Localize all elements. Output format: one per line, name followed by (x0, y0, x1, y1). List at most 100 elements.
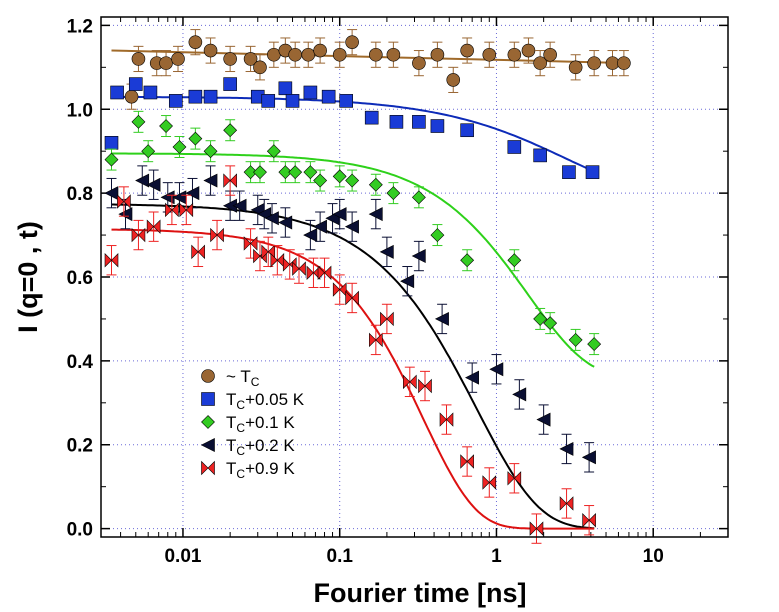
legend-label-subscript: C (236, 444, 245, 458)
data-point (278, 81, 293, 96)
data-point (210, 227, 224, 243)
data-point (568, 332, 583, 347)
data-point (345, 290, 359, 306)
data-point (188, 89, 203, 104)
tick-labels: 0.01 0.1 1 10 0.0 0.2 0.4 0.6 0.8 1.0 1.2 (67, 16, 664, 567)
y-axis-title: I (q=0 , t) (13, 221, 43, 333)
legend-label: TC+0.1 K (226, 413, 295, 435)
data-point (369, 332, 383, 348)
data-point (585, 165, 600, 179)
data-point (465, 370, 479, 385)
data-point (110, 85, 124, 100)
legend-label-prefix: T (226, 436, 236, 455)
data-point (332, 207, 347, 222)
data-point (587, 337, 602, 352)
data-point (203, 89, 218, 104)
data-point (617, 56, 631, 70)
data-point (430, 119, 445, 133)
axis-ticks (101, 17, 728, 537)
data-point (582, 513, 596, 528)
data-point (303, 228, 318, 243)
legend-marker (201, 369, 215, 383)
data-point (507, 47, 522, 62)
data-point (171, 52, 185, 66)
data-point (253, 165, 267, 180)
x-axis-title: Fourier time [ns] (313, 578, 526, 608)
data-point (403, 374, 417, 390)
data-point (266, 144, 281, 159)
data-point (253, 60, 267, 75)
data-point (430, 228, 445, 242)
data-point (135, 173, 150, 188)
data-point (172, 140, 187, 154)
data-point (412, 56, 426, 70)
y-tick-label: 1.0 (67, 100, 93, 121)
series-group (124, 29, 631, 110)
data-point (434, 311, 449, 326)
data-point (104, 136, 119, 150)
data-point (188, 131, 203, 146)
data-point (124, 89, 139, 104)
data-point (439, 412, 454, 427)
data-point (128, 77, 143, 91)
x-tick-label: 10 (643, 546, 664, 567)
data-point (267, 47, 281, 62)
data-point (313, 173, 328, 188)
data-point (165, 202, 179, 218)
data-point (562, 165, 576, 179)
data-point (507, 140, 522, 154)
data-point (312, 219, 327, 234)
data-point (559, 496, 574, 511)
series-group (104, 165, 596, 544)
data-point (521, 43, 536, 58)
data-point (118, 207, 133, 222)
data-point (400, 274, 415, 289)
legend-label-prefix: ~ T (226, 367, 251, 386)
data-point (303, 165, 318, 180)
data-point (104, 253, 119, 268)
data-point (536, 412, 551, 427)
data-point (243, 165, 258, 180)
data-point (332, 169, 347, 184)
data-point (223, 52, 237, 66)
data-point (364, 110, 379, 125)
data-point (533, 312, 548, 326)
data-point (278, 215, 293, 230)
data-point (104, 152, 119, 167)
data-point (141, 144, 156, 159)
data-point (168, 94, 183, 108)
fit-curve (111, 152, 595, 368)
data-point (264, 211, 279, 226)
data-point (380, 311, 394, 327)
series-group (104, 165, 596, 473)
x-tick-label: 0.1 (327, 546, 354, 567)
data-point (507, 471, 522, 486)
data-point (460, 454, 474, 469)
data-point (512, 387, 527, 402)
plot-frame (100, 16, 729, 538)
data-point (430, 47, 445, 62)
data-point (412, 115, 426, 129)
data-point (203, 43, 218, 58)
legend-label-suffix: +0.2 K (245, 436, 295, 455)
data-point (460, 253, 475, 268)
data-point (143, 85, 158, 100)
data-point (321, 89, 336, 104)
legend-label-subscript: C (236, 398, 245, 412)
data-point (460, 123, 474, 138)
data-point (159, 119, 173, 133)
data-point (203, 144, 218, 159)
data-point (587, 56, 601, 70)
series-group (104, 77, 600, 179)
legend-label-prefix: T (226, 390, 236, 409)
data-point (223, 123, 238, 138)
data-point (605, 56, 620, 70)
data-point (188, 35, 203, 49)
data-point (288, 47, 302, 62)
data-point (131, 114, 146, 129)
data-point (460, 43, 474, 58)
data-point (131, 227, 146, 243)
data-point (159, 56, 173, 70)
data-point (507, 253, 522, 268)
